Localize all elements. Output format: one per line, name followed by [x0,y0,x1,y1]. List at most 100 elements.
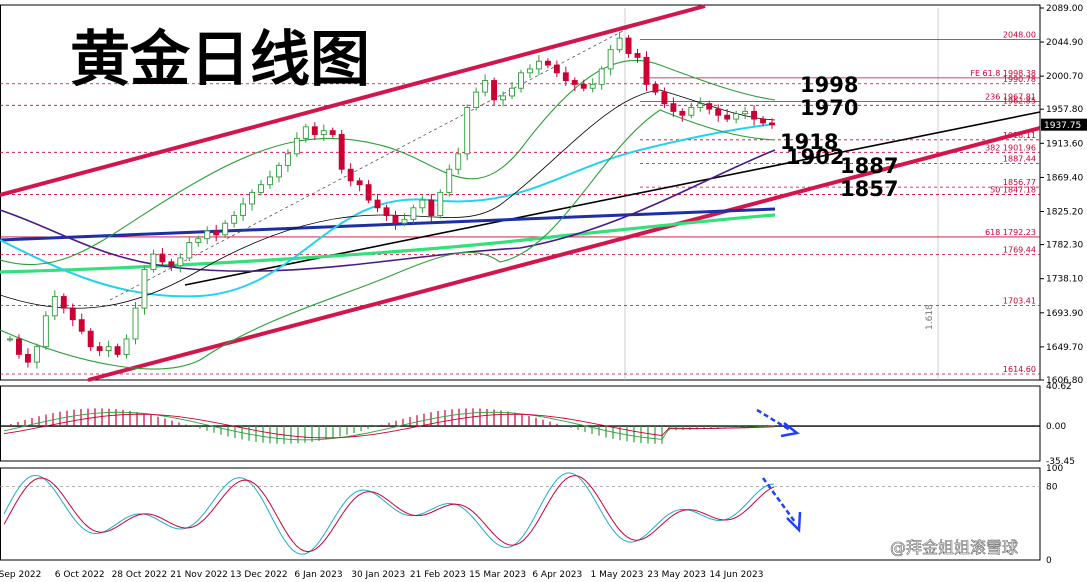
x-tick-label: 6 Apr 2023 [532,570,582,580]
stoch-k-line [3,472,775,555]
candle-bear [760,118,766,124]
stoch-y-tick-label: 80 [1046,482,1058,492]
candle-bull [258,184,264,193]
macd-down-arrow [756,408,791,432]
x-tick-label: 23 May 2023 [647,570,706,580]
candle-bull [320,130,327,135]
macd-arrow-head [780,422,800,438]
price-level-label: 1887.44 [1003,154,1036,163]
candle-bull [275,164,282,178]
y-tick-label: 1913.60 [1046,139,1083,149]
x-tick-label: 1 May 2023 [591,570,644,580]
level-callout-label: 1970 [800,96,858,120]
level-callout-label: 1887 [840,154,898,178]
macd-panel-frame [0,385,1041,462]
candle-bear [544,60,551,66]
candle-bull [222,222,229,236]
price-level-label: FE 61.8 1998.38 [970,69,1036,78]
x-tick-label: 21 Nov 2022 [170,570,228,580]
candle-bear [78,319,85,332]
candle-bear [96,346,103,351]
candle-bear [383,207,390,216]
candle-bull [598,68,605,85]
ma-cyan-line [0,123,776,298]
price-level-label: 1703.41 [1003,296,1036,305]
price-level-label: 1856.77 [1003,178,1036,187]
candle-bull [231,215,238,224]
price-level-label: 1769.44 [1003,246,1036,255]
candle-bear [329,130,336,135]
candle-bull [123,338,130,355]
candle-bull [249,191,255,205]
price-level-label: 1990.78 [1003,75,1036,84]
candle-bull [293,137,300,155]
bollinger-lower-band [0,109,776,370]
candle-bull [150,253,157,270]
x-tick-label: Sep 2022 [0,570,41,580]
candle-bear [661,91,668,105]
candle-bear [69,307,76,321]
candle-bull [446,168,453,193]
macd-y-tick-label: 40.62 [1046,382,1072,392]
candle-bear [16,338,22,355]
price-level-label: 50 1847.18 [990,186,1036,195]
candle-bull [204,230,211,240]
level-callout-label: 1998 [800,73,858,97]
y-tick-label: 2000.70 [1046,72,1083,82]
fib-dashed-line [109,21,641,301]
candle-bull [437,191,444,216]
x-tick-label: 15 Mar 2023 [469,570,526,580]
x-tick-label: 28 Oct 2022 [112,570,168,580]
candle-bull [186,242,193,259]
candle-bear [571,80,578,85]
candle-bull [509,87,515,97]
x-tick-label: 6 Oct 2022 [55,570,105,580]
candle-bull [105,346,112,351]
candle-bull [500,95,507,101]
x-tick-label: 14 Jun 2023 [709,570,763,580]
trendline-black [184,111,1041,286]
candle-bull [455,153,462,170]
y-tick-label: 1606.80 [1046,376,1083,386]
candle-bull [733,113,740,120]
stoch-y-tick-label: 100 [1046,464,1063,474]
candle-bull [7,338,13,341]
stoch-panel-frame [0,467,1041,561]
candle-bear [374,199,381,209]
x-tick-label: 13 Dec 2022 [230,570,288,580]
candle-bear [356,180,363,186]
candle-bear [311,126,318,135]
candle-bear [715,108,722,116]
candle-bear [87,330,94,348]
price-level-label: 382 1901.96 [985,143,1036,152]
price-level-label: 1962.85 [1003,96,1036,105]
fib-vertical-label: 1.618 [925,304,935,330]
level-callout-label: 1918 [780,130,838,154]
channel-lower-line [87,126,1041,382]
candle-bear [338,134,345,170]
candle-bull [51,296,58,317]
bollinger-mid-band [0,89,776,309]
candle-bear [679,110,686,116]
candle-bull [141,269,148,309]
y-tick-label: 1649.70 [1046,343,1083,353]
candle-bear [634,53,641,58]
candle-bear [114,346,121,355]
candle-bull [410,207,417,220]
y-tick-label: 2044.90 [1046,38,1083,48]
candle-bear [213,230,220,236]
candle-bear [159,253,166,263]
candle-bull [33,346,40,363]
candle-bull [267,176,273,186]
candle-bull [419,199,426,209]
y-tick-label: 1825.20 [1046,208,1083,218]
current-price-box [1041,118,1087,131]
price-level-label: 236 1967.81 [985,92,1036,101]
watermark: @拜金姐姐滚雪球 [890,538,1018,557]
x-tick-label: 6 Jan 2023 [294,570,342,580]
candle-bear [60,296,67,309]
ma-green-line [0,213,776,274]
y-tick-label: 1782.30 [1046,241,1083,251]
ma-purple-line [0,149,776,272]
